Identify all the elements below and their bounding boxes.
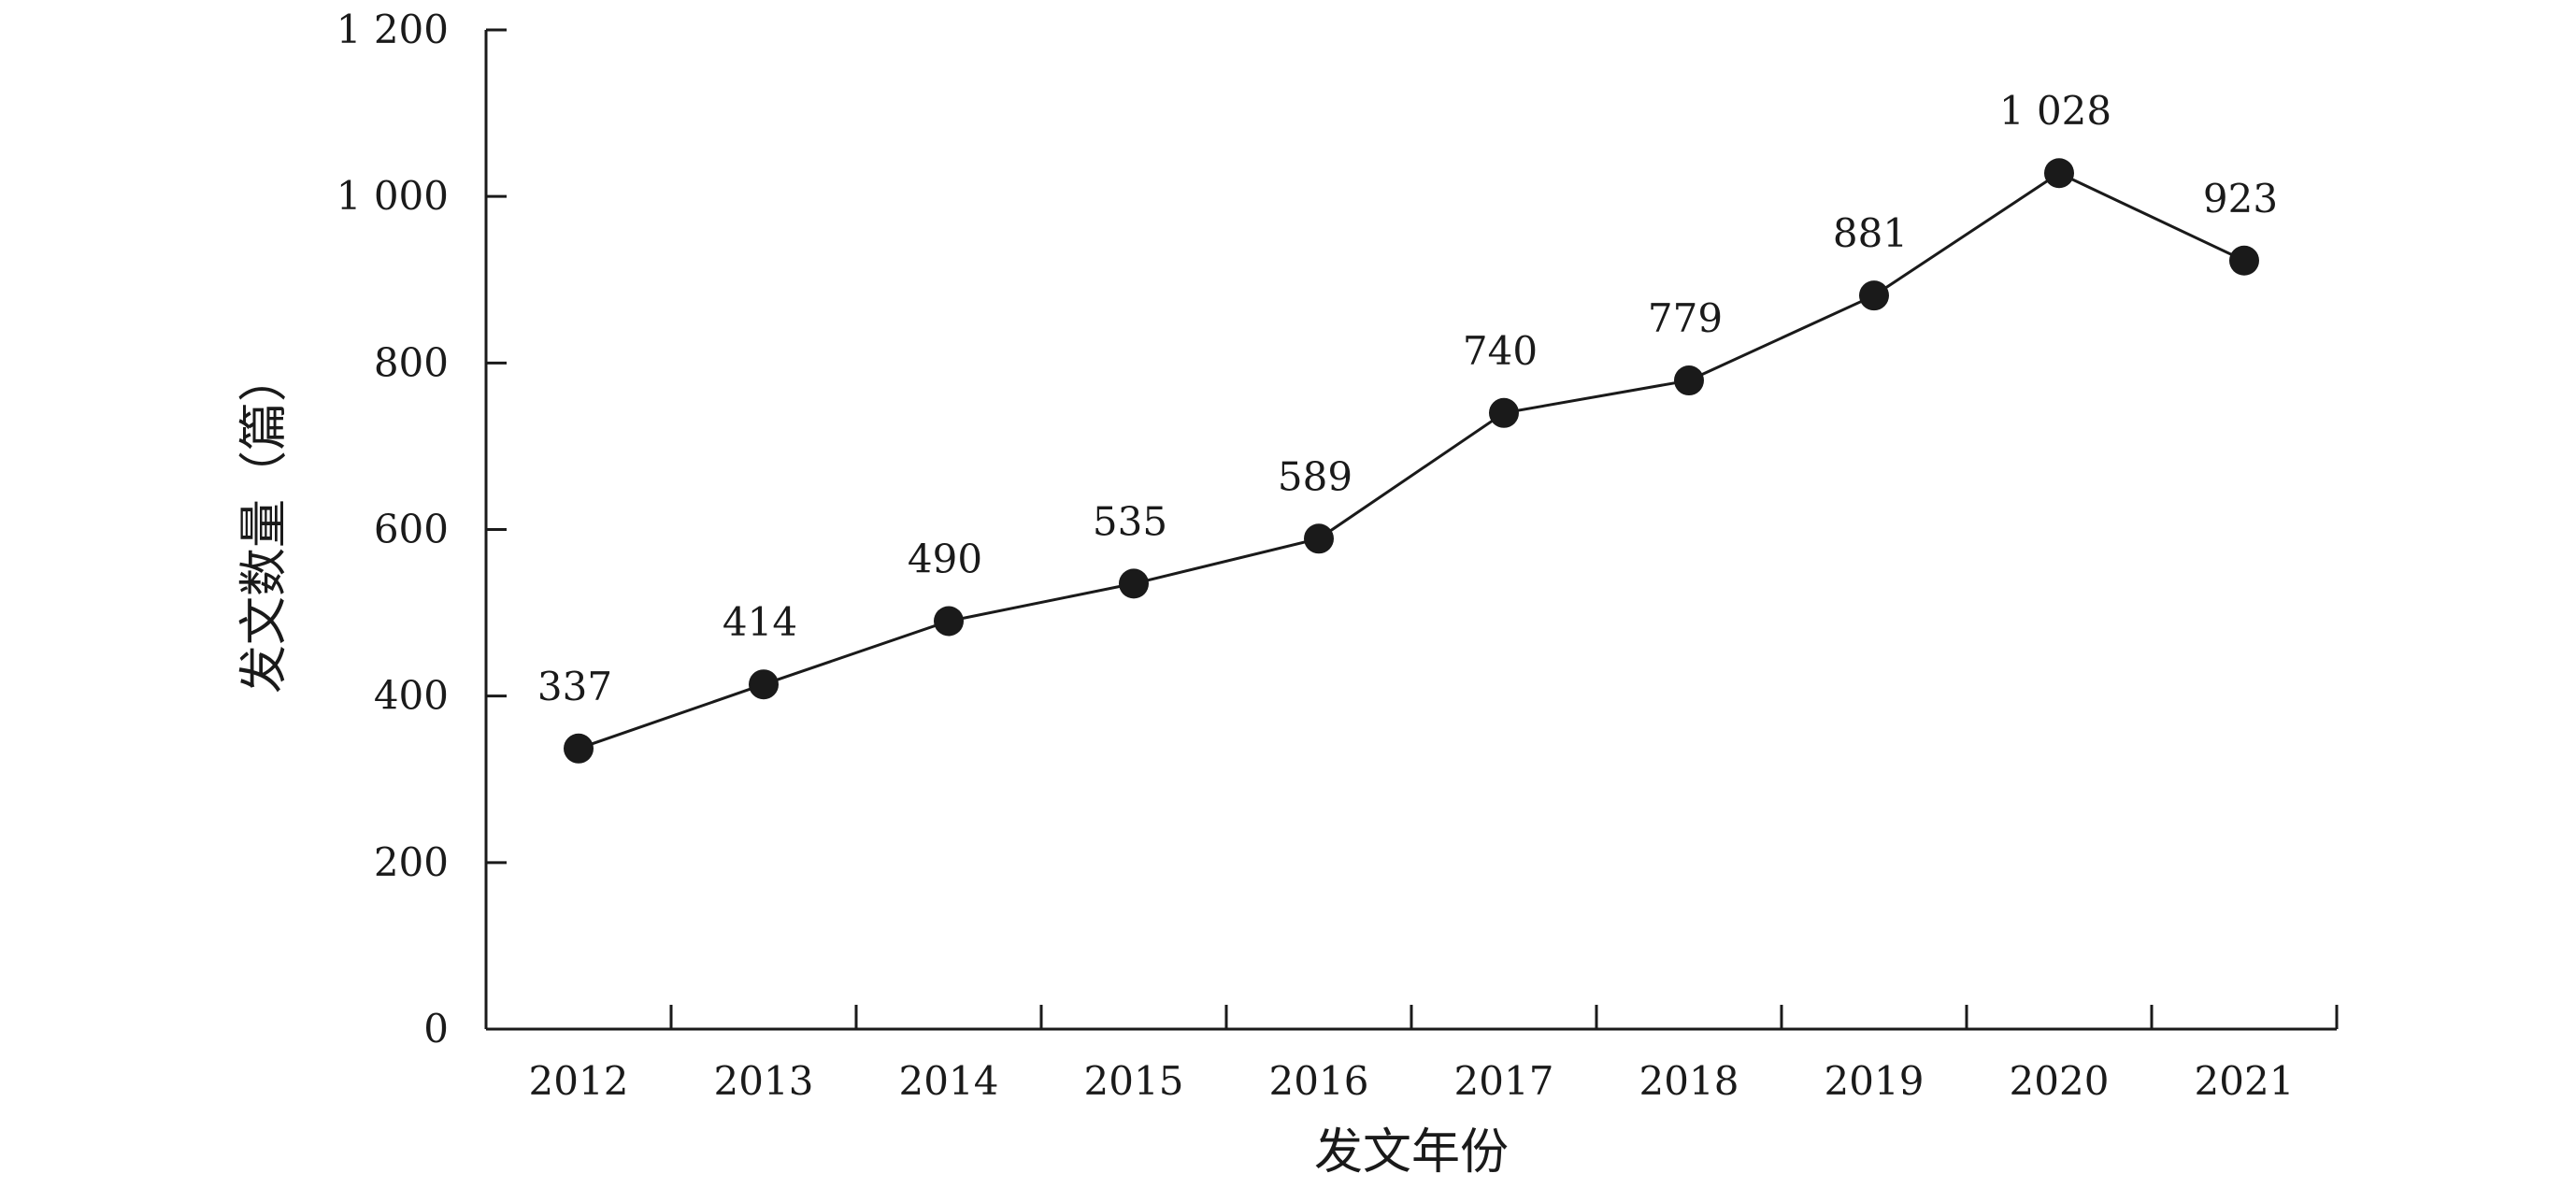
x-tick-label: 2015 [1084, 1058, 1184, 1104]
x-tick-label: 2020 [2010, 1058, 2110, 1104]
data-label: 589 [1278, 453, 1352, 499]
data-point [934, 606, 964, 637]
x-tick-label: 2016 [1269, 1058, 1369, 1104]
x-tick-label: 2017 [1454, 1058, 1554, 1104]
data-label: 881 [1833, 210, 1908, 256]
data-point [564, 733, 594, 764]
data-point [2044, 158, 2074, 189]
data-point [2229, 245, 2259, 276]
y-tick-label: 400 [374, 673, 449, 719]
y-tick-label: 600 [374, 507, 449, 552]
data-label: 490 [908, 536, 982, 581]
data-label: 337 [537, 664, 612, 709]
x-axis: 2012 2013 2014 2015 2016 2017 2018 2019 2020 2021 [486, 1005, 2339, 1104]
y-axis-title: 发文数量（篇） [236, 353, 293, 694]
data-point [1304, 523, 1334, 554]
y-tick-label: 800 [374, 339, 449, 385]
y-axis: 0 200 400 600 800 1 000 1 200 [336, 7, 507, 1052]
data-labels: 337 414 490 535 589 740 779 881 1 028 923 [537, 88, 2278, 709]
data-label: 535 [1093, 498, 1167, 544]
x-tick-label: 2014 [899, 1058, 999, 1104]
x-tick-label: 2013 [714, 1058, 814, 1104]
data-label: 923 [2203, 176, 2278, 222]
data-point [1489, 397, 1519, 428]
x-axis-title: 发文年份 [1314, 1124, 1509, 1181]
x-tick-label: 2012 [529, 1058, 629, 1104]
x-tick-label: 2019 [1825, 1058, 1925, 1104]
series-line [578, 171, 2245, 751]
y-tick-label: 1 000 [336, 173, 449, 219]
x-tick-label: 2018 [1639, 1058, 1739, 1104]
data-point [1859, 280, 1889, 311]
data-label: 414 [723, 599, 797, 645]
x-tick-label: 2021 [2195, 1058, 2295, 1104]
data-point [749, 669, 779, 700]
y-tick-label: 200 [374, 839, 449, 885]
series [564, 158, 2259, 764]
y-tick-label: 1 200 [336, 7, 449, 52]
data-point [1119, 568, 1149, 599]
data-label: 779 [1648, 295, 1723, 341]
data-label: 1 028 [1999, 88, 2111, 134]
data-point [1674, 365, 1704, 396]
data-label: 740 [1463, 328, 1538, 374]
y-tick-label: 0 [423, 1006, 449, 1052]
